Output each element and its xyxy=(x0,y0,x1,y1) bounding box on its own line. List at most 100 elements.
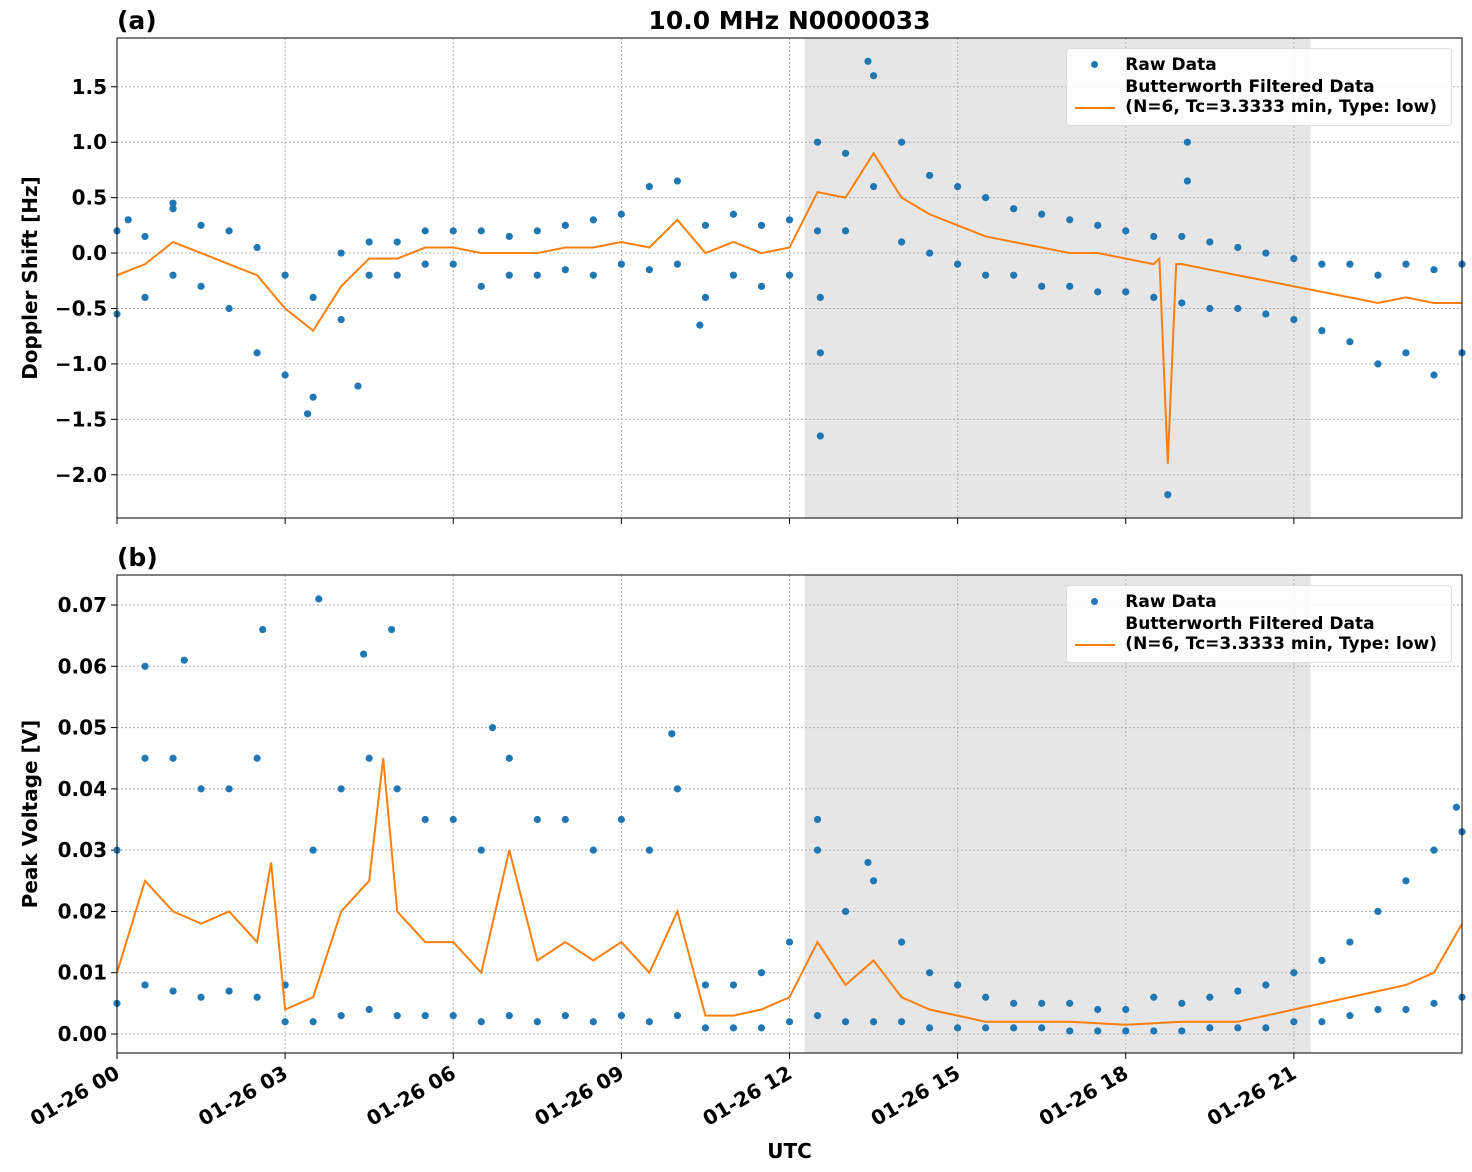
raw-point xyxy=(421,815,429,824)
raw-point xyxy=(1290,1018,1298,1026)
raw-point xyxy=(281,371,289,379)
y-tick-label: −2.0 xyxy=(55,463,107,487)
raw-point xyxy=(1038,999,1046,1007)
legend-line xyxy=(1075,644,1116,646)
raw-point xyxy=(645,1018,653,1026)
raw-point xyxy=(197,282,205,290)
raw-point xyxy=(388,625,396,634)
raw-point xyxy=(180,656,188,664)
legend-key xyxy=(1075,614,1116,646)
legend-entry: Raw Data xyxy=(1075,592,1437,612)
raw-point xyxy=(1178,1027,1186,1035)
raw-point xyxy=(897,238,906,246)
raw-point xyxy=(1150,293,1158,301)
raw-point xyxy=(561,815,569,824)
raw-point xyxy=(1066,999,1074,1007)
raw-point xyxy=(169,754,177,762)
raw-point xyxy=(864,57,872,65)
plot-frame xyxy=(116,37,1463,519)
raw-point xyxy=(1094,1005,1102,1014)
x-tick-label: 01-26 09 xyxy=(530,1061,628,1131)
raw-point xyxy=(449,1012,457,1020)
raw-point xyxy=(757,221,766,229)
raw-point xyxy=(1178,299,1186,307)
raw-point xyxy=(488,723,497,732)
raw-point xyxy=(897,938,906,946)
legend-marker xyxy=(1091,61,1099,68)
legend: Raw Data Butterworth Filtered Data (N=6, … xyxy=(1066,48,1452,126)
raw-point xyxy=(141,293,149,301)
y-tick-label: 1.5 xyxy=(72,75,107,99)
raw-point xyxy=(141,232,149,241)
raw-point xyxy=(1262,310,1270,318)
raw-point xyxy=(813,138,822,146)
raw-point xyxy=(982,993,990,1001)
y-tick-label: 0.00 xyxy=(58,1022,107,1046)
raw-point xyxy=(225,227,233,235)
raw-point xyxy=(1290,969,1298,977)
legend-label: Butterworth Filtered Data (N=6, Tc=3.333… xyxy=(1125,614,1437,654)
raw-point xyxy=(1318,956,1326,965)
raw-point xyxy=(1262,1024,1270,1032)
raw-point xyxy=(617,1012,625,1020)
raw-point xyxy=(1010,1024,1018,1032)
raw-point xyxy=(785,1018,794,1026)
raw-point xyxy=(841,907,850,916)
raw-point xyxy=(449,227,457,235)
y-tick-label: 0.01 xyxy=(58,961,107,985)
raw-point xyxy=(982,271,990,279)
raw-point xyxy=(1346,938,1354,946)
raw-point xyxy=(729,981,738,989)
raw-point xyxy=(1346,338,1354,346)
raw-point xyxy=(309,846,317,854)
raw-point xyxy=(1346,260,1354,268)
legend-line xyxy=(1075,107,1116,109)
raw-point xyxy=(1318,260,1326,268)
raw-point xyxy=(449,815,457,824)
raw-point xyxy=(505,232,513,241)
raw-point xyxy=(1430,266,1438,274)
raw-point xyxy=(561,1012,569,1020)
raw-point xyxy=(1374,907,1382,916)
raw-point xyxy=(253,754,261,762)
legend-marker xyxy=(1091,598,1099,605)
raw-point xyxy=(1262,981,1270,989)
y-tick-label: 1.0 xyxy=(72,130,107,154)
legend-entry: Raw Data xyxy=(1075,55,1437,75)
raw-point xyxy=(1262,249,1270,257)
raw-point xyxy=(169,199,177,207)
raw-point xyxy=(1066,216,1074,224)
raw-point xyxy=(281,271,289,279)
raw-point xyxy=(477,282,485,290)
raw-point xyxy=(505,1012,513,1020)
legend: Raw Data Butterworth Filtered Data (N=6, … xyxy=(1066,585,1452,663)
raw-point xyxy=(1234,1024,1242,1032)
raw-point xyxy=(816,349,824,357)
y-tick-label: 0.04 xyxy=(58,777,107,801)
legend-key xyxy=(1075,77,1116,109)
raw-point xyxy=(309,293,317,301)
raw-point xyxy=(869,1018,878,1026)
raw-point xyxy=(897,138,906,146)
raw-point xyxy=(1178,999,1186,1007)
raw-point xyxy=(816,293,824,301)
raw-point xyxy=(954,182,962,191)
raw-point xyxy=(533,271,541,279)
raw-point xyxy=(393,785,401,793)
raw-point xyxy=(225,304,233,313)
raw-point xyxy=(1094,1027,1102,1035)
raw-point xyxy=(701,1024,710,1032)
raw-point xyxy=(259,625,267,634)
legend-key xyxy=(1075,55,1115,75)
raw-point xyxy=(589,271,597,279)
raw-point xyxy=(1066,1027,1074,1035)
raw-point xyxy=(1430,999,1438,1007)
raw-point xyxy=(421,1012,429,1020)
raw-point xyxy=(1150,232,1158,241)
raw-point xyxy=(141,754,149,762)
raw-point xyxy=(1452,803,1460,811)
raw-point xyxy=(533,1018,541,1026)
raw-point xyxy=(785,938,794,946)
legend-label: Butterworth Filtered Data (N=6, Tc=3.333… xyxy=(1125,77,1437,117)
raw-point xyxy=(757,1024,766,1032)
